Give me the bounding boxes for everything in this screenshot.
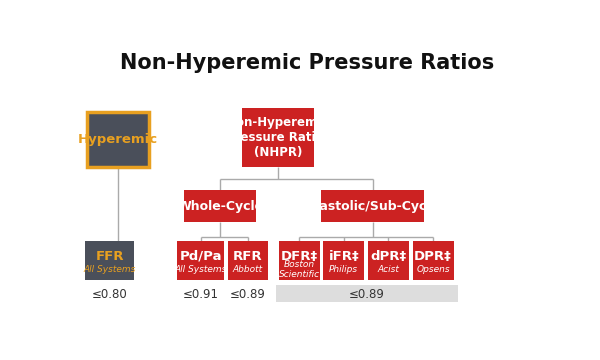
Text: Philips: Philips [329,265,358,274]
Text: ≤0.89: ≤0.89 [349,288,385,301]
FancyBboxPatch shape [85,242,134,280]
FancyBboxPatch shape [413,242,454,280]
FancyBboxPatch shape [227,242,268,280]
Text: Hyperemic: Hyperemic [78,133,158,146]
Text: Abbott: Abbott [233,265,263,274]
FancyBboxPatch shape [277,285,458,302]
Text: Pd/Pa: Pd/Pa [179,249,222,263]
Text: ≤0.89: ≤0.89 [230,288,266,301]
FancyBboxPatch shape [242,108,314,167]
FancyBboxPatch shape [323,242,364,280]
Text: Whole-Cycle: Whole-Cycle [177,199,263,212]
Text: DPR‡: DPR‡ [414,249,452,263]
Text: DFR‡: DFR‡ [281,249,317,263]
Text: dPR‡: dPR‡ [370,249,406,263]
FancyBboxPatch shape [178,242,224,280]
Text: All Systems: All Systems [83,265,136,274]
Text: Acist: Acist [377,265,400,274]
Text: Non-Hyperemic Pressure Ratios: Non-Hyperemic Pressure Ratios [121,53,494,73]
FancyBboxPatch shape [86,112,149,167]
Text: FFR: FFR [95,249,124,263]
Text: All Systems: All Systems [175,265,227,274]
FancyBboxPatch shape [278,242,320,280]
Text: Opsens: Opsens [416,265,450,274]
FancyBboxPatch shape [368,242,409,280]
Text: ≤0.80: ≤0.80 [92,288,128,301]
Text: iFR‡: iFR‡ [328,249,359,263]
Text: Diastolic/Sub-Cycle: Diastolic/Sub-Cycle [305,199,440,212]
FancyBboxPatch shape [184,190,256,222]
Text: RFR: RFR [233,249,263,263]
Text: Non-Hyperemic
Pressure Ratios
(NHPR): Non-Hyperemic Pressure Ratios (NHPR) [226,116,331,159]
Text: Boston
Scientific: Boston Scientific [278,260,320,279]
Text: ≤0.91: ≤0.91 [182,288,218,301]
FancyBboxPatch shape [322,190,424,222]
